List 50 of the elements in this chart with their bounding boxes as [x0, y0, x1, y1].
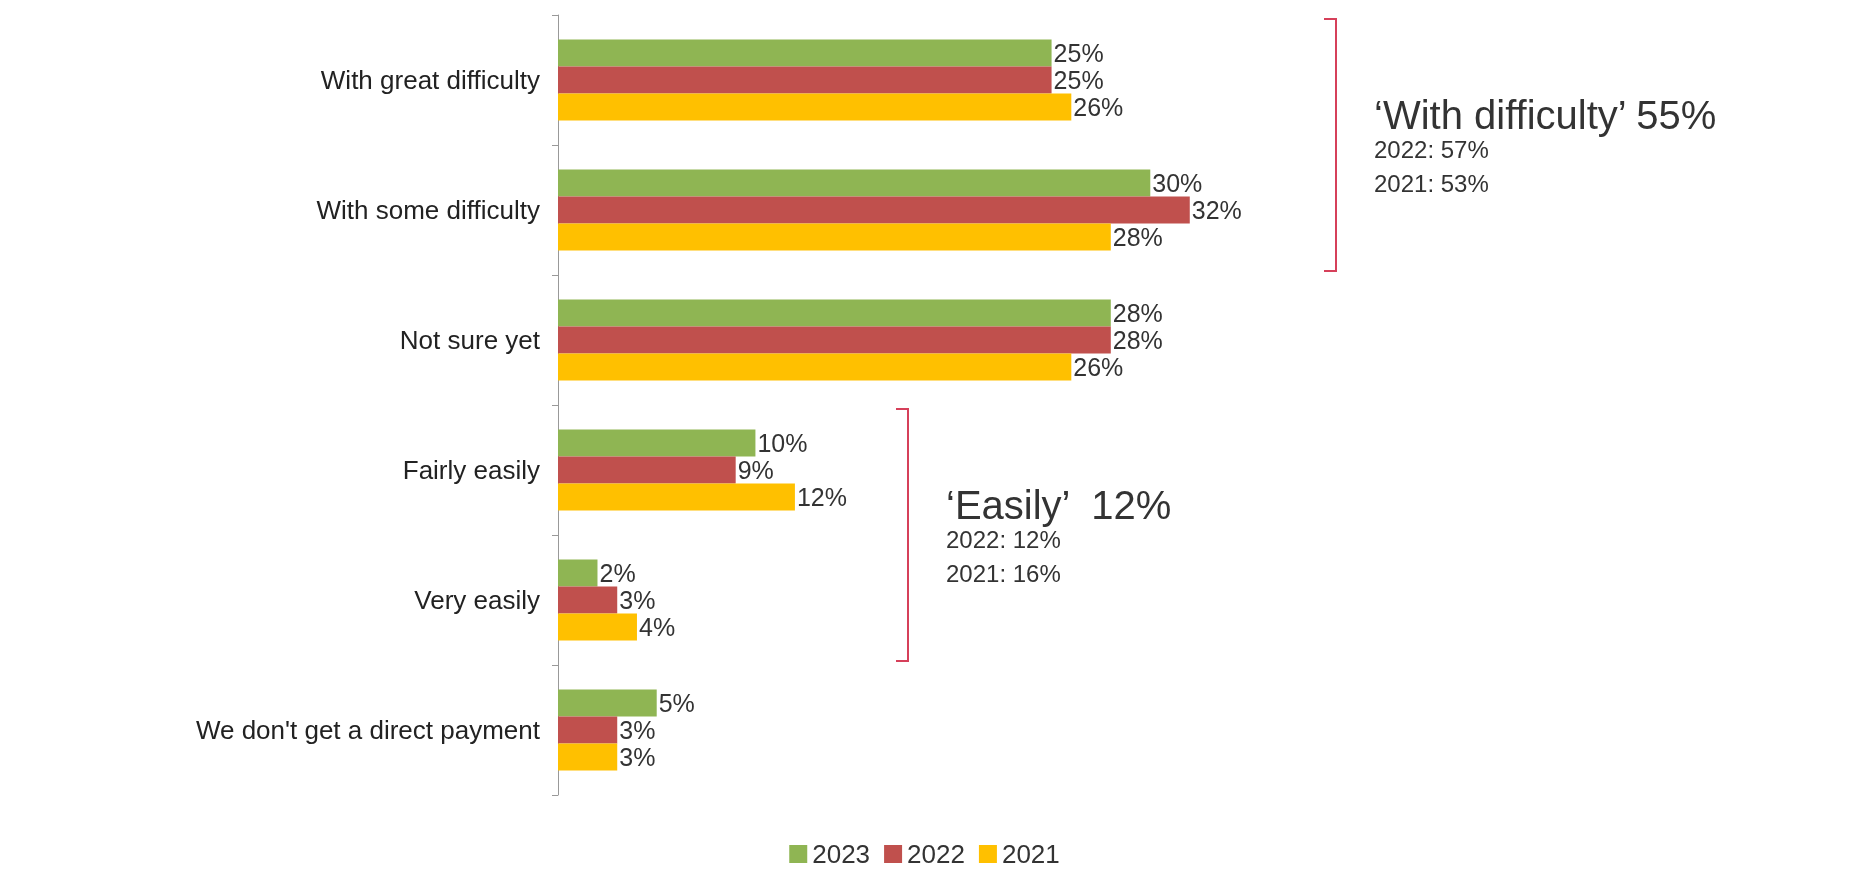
data-label: 3%	[619, 716, 656, 744]
annotation: ‘Easily’ 12%	[946, 483, 1172, 527]
text: ‘With difficulty’ 55%	[1374, 93, 1717, 137]
legend-label: 2021	[1001, 839, 1060, 869]
bar	[558, 299, 1111, 327]
legend-label: 2022	[907, 839, 965, 869]
bar	[558, 66, 1052, 94]
bar	[558, 169, 1151, 197]
data-label: 26%	[1073, 353, 1124, 381]
y-tick-label: Very easily	[414, 585, 540, 615]
bar	[558, 559, 598, 587]
bar	[558, 689, 657, 717]
data-label: 2%	[599, 559, 636, 587]
bar	[558, 613, 637, 641]
text: 2022: 57%	[1374, 135, 1489, 163]
bar	[558, 743, 618, 771]
annotation: 2021: 16%	[946, 559, 1061, 587]
data-label: 25%	[1053, 66, 1104, 94]
y-tick-label: We don't get a direct payment	[195, 715, 541, 745]
data-label: 3%	[619, 743, 656, 771]
data-label: 12%	[796, 483, 847, 511]
bar	[558, 586, 618, 614]
bar	[558, 429, 756, 457]
y-tick-label: Fairly easily	[402, 455, 540, 485]
data-label: 28%	[1112, 223, 1163, 251]
data-label: 32%	[1191, 196, 1242, 224]
bar	[558, 39, 1052, 67]
bar	[558, 196, 1190, 224]
legend-label: 2023	[812, 839, 871, 869]
bar	[558, 326, 1111, 354]
data-label: 25%	[1053, 39, 1104, 67]
text: 2021: 53%	[1374, 169, 1489, 197]
bar	[558, 223, 1111, 251]
data-label: 28%	[1112, 299, 1163, 327]
data-label: 4%	[638, 613, 676, 641]
data-label: 10%	[757, 429, 808, 457]
bar	[558, 716, 618, 744]
y-tick-label: With great difficulty	[320, 65, 540, 95]
data-label: 3%	[619, 586, 656, 614]
bar	[558, 483, 795, 511]
y-tick-label: Not sure yet	[399, 325, 541, 355]
data-label: 28%	[1112, 326, 1163, 354]
y-tick-label: With some difficulty	[316, 195, 540, 225]
bar	[558, 456, 736, 484]
data-label: 26%	[1073, 93, 1124, 121]
data-label: 9%	[737, 456, 774, 484]
data-label: 30%	[1152, 169, 1203, 197]
bar	[558, 93, 1072, 121]
bar	[558, 353, 1072, 381]
data-label: 5%	[658, 689, 695, 717]
